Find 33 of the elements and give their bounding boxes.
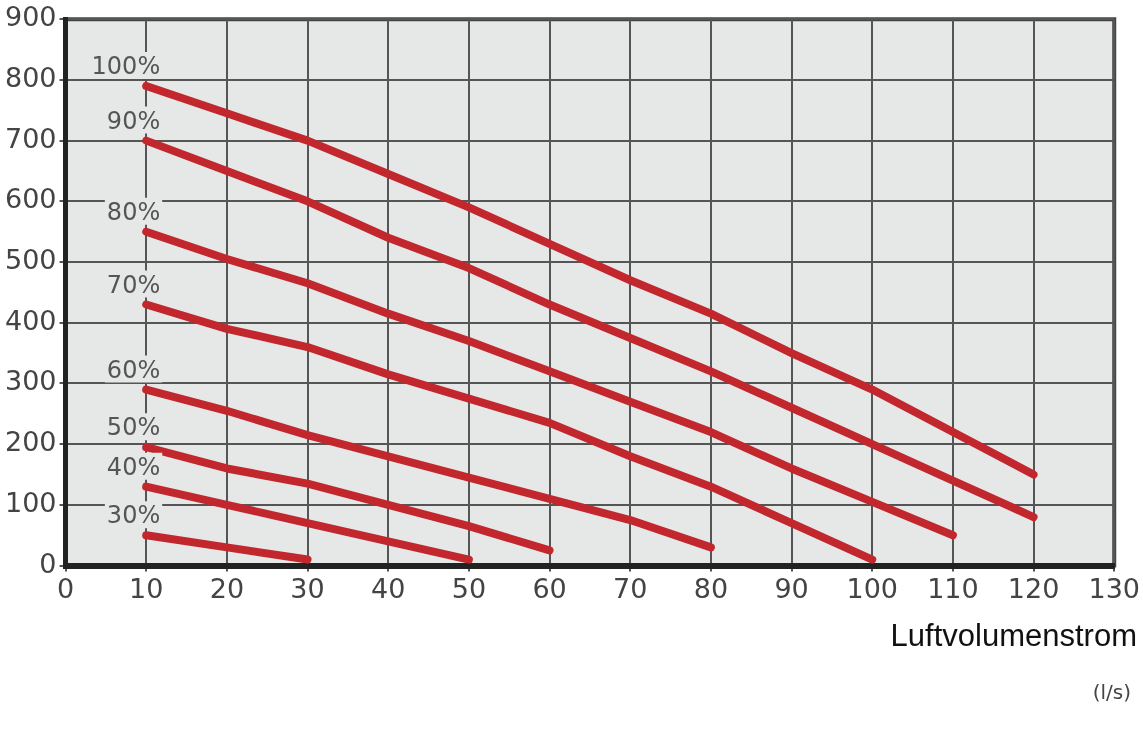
x-tick-label: 40 xyxy=(371,572,406,604)
series-label: 70% xyxy=(106,270,161,299)
series-label: 90% xyxy=(106,106,161,135)
y-tick-label: 900 xyxy=(4,1,57,33)
y-tick-label: 300 xyxy=(4,365,57,397)
series-label: 50% xyxy=(106,413,161,442)
series-label: 100% xyxy=(91,52,161,81)
x-tick-label: 80 xyxy=(693,572,729,604)
y-tick-label: 700 xyxy=(4,122,57,154)
x-tick-label: 20 xyxy=(209,572,245,604)
x-axis-title: Luftvolumenstrom xyxy=(890,618,1137,654)
text: (l/s) xyxy=(1092,680,1131,704)
x-tick-label: 10 xyxy=(129,572,164,604)
x-tick-label: 30 xyxy=(290,572,325,604)
x-tick-label: 130 xyxy=(1088,572,1141,604)
series-label: 80% xyxy=(106,197,161,226)
x-tick-label: 100 xyxy=(846,572,898,604)
x-tick-label: 50 xyxy=(451,572,487,604)
series-label: 40% xyxy=(106,452,161,481)
y-tick-label: 800 xyxy=(4,61,57,93)
y-tick-label: 600 xyxy=(4,183,57,215)
series-label: 60% xyxy=(106,355,161,384)
series-label: 30% xyxy=(106,501,161,530)
x-tick-label: 110 xyxy=(927,572,979,604)
x-tick-label: 120 xyxy=(1007,572,1060,604)
y-tick-label: 100 xyxy=(4,486,57,518)
y-tick-label: 500 xyxy=(4,244,57,276)
y-tick-label: 400 xyxy=(4,304,57,336)
y-tick-label: 0 xyxy=(39,547,57,579)
x-tick-label: 90 xyxy=(774,572,809,604)
x-tick-label: 60 xyxy=(532,572,567,604)
x-tick-label: 70 xyxy=(613,572,648,604)
y-tick-label: 200 xyxy=(4,426,57,458)
